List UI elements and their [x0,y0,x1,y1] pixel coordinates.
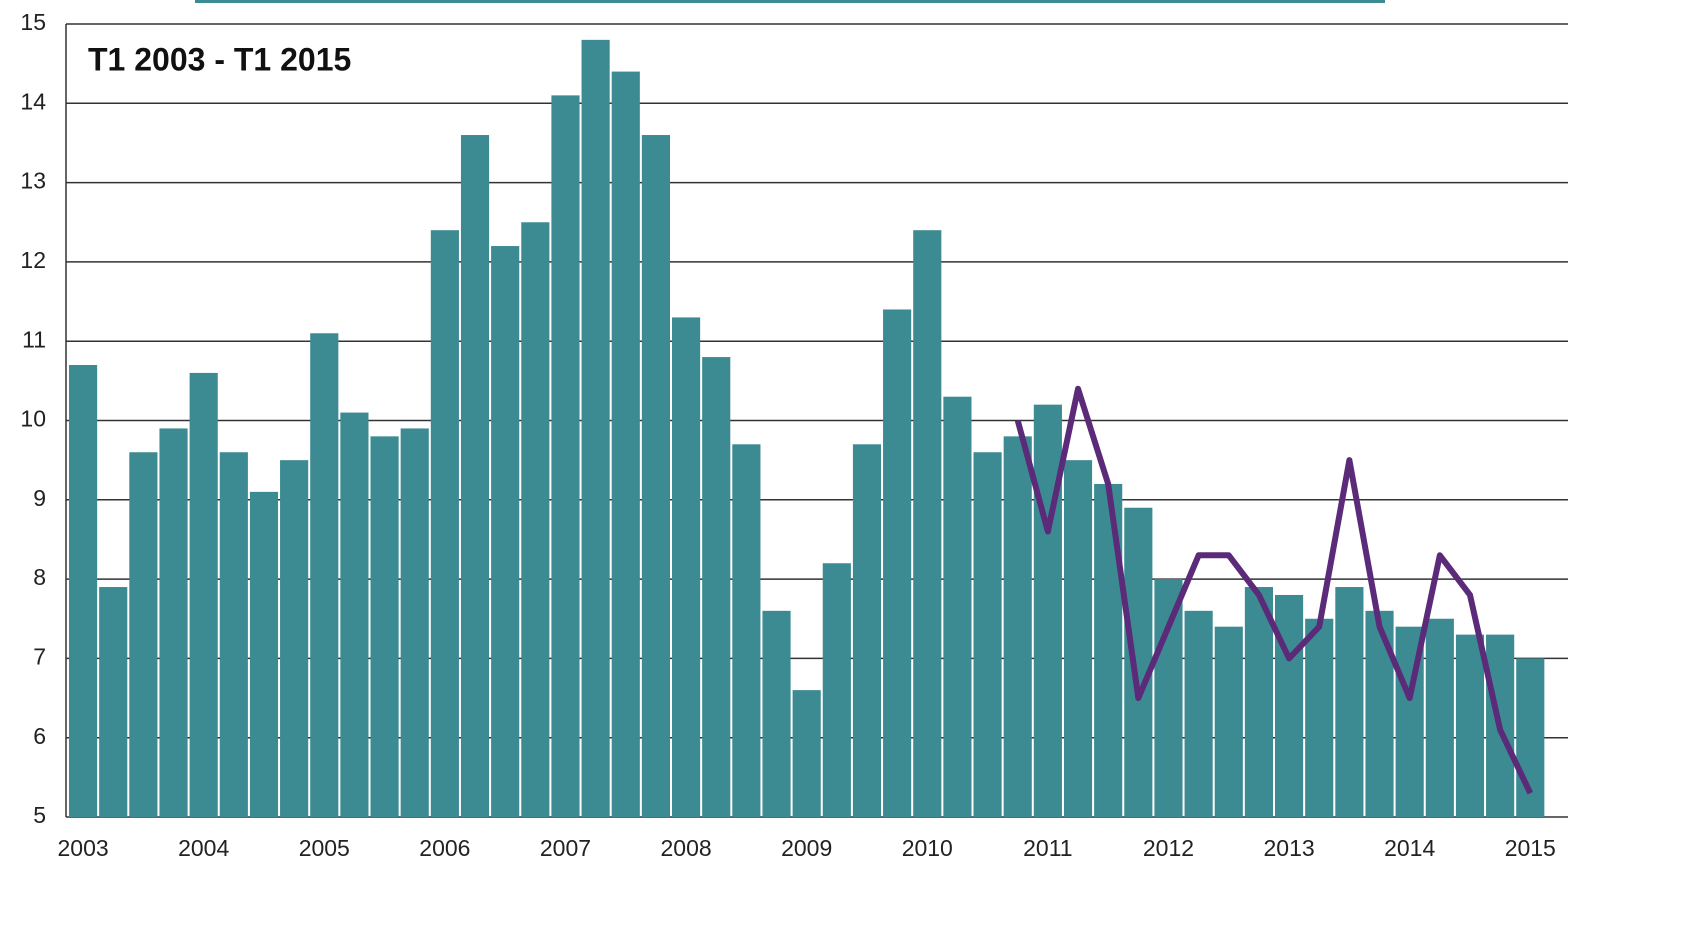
bar [1335,587,1364,817]
bar [1455,634,1485,817]
bar [1154,579,1183,817]
x-tick-label: 2015 [1505,835,1556,861]
x-tick-label: 2011 [1023,835,1072,861]
bar [792,690,821,817]
bar [521,222,550,817]
bar [280,460,309,817]
bar [370,436,399,817]
bar [1275,594,1304,817]
y-tick-label: 15 [20,9,46,35]
bar [340,412,369,817]
bar [973,452,1002,817]
y-tick-label: 5 [33,802,46,828]
bar [189,372,218,817]
bar [1425,618,1454,817]
bar [219,452,248,817]
bar [1003,436,1032,817]
y-tick-label: 9 [33,485,46,511]
y-tick-label: 8 [33,564,46,590]
y-tick-label: 11 [22,326,46,352]
bar [400,428,429,817]
x-tick-label: 2009 [781,835,832,861]
x-tick-label: 2006 [419,835,470,861]
bar [762,610,791,817]
x-tick-label: 2003 [57,835,108,861]
bar [159,428,188,817]
bar [99,587,128,817]
bar [611,71,640,817]
bar [883,309,912,817]
bar [1063,460,1093,817]
x-tick-label: 2012 [1143,835,1194,861]
y-tick-label: 14 [20,88,46,114]
bar [1365,610,1394,817]
bar [852,444,882,817]
x-tick-label: 2010 [902,835,953,861]
x-tick-label: 2004 [178,835,229,861]
bar [430,230,459,817]
bar [943,396,972,817]
bar [581,39,610,818]
bar [702,357,731,817]
y-tick-label: 6 [33,723,46,749]
bar [551,95,580,818]
bar [1214,626,1243,817]
x-tick-label: 2014 [1384,835,1435,861]
x-tick-label: 2013 [1263,835,1314,861]
bar [310,333,339,817]
bar [460,135,490,817]
bar [1184,610,1213,817]
bar [641,135,670,817]
lines [1014,385,1533,795]
bar [822,563,851,817]
y-tick-label: 12 [20,247,46,273]
chart-title: T1 2003 - T1 2015 [88,41,351,77]
x-tick-label: 2007 [540,835,591,861]
bar [1124,507,1153,817]
bar [672,317,701,817]
bar [249,491,279,817]
line [1014,385,1533,795]
bar [1033,404,1062,817]
y-tick-label: 7 [33,643,46,669]
bar [732,444,761,817]
x-tick-label: 2008 [660,835,711,861]
labels: 5 6 7 8 9 10 11 12 13 14 15 2003 2004 2005 2006 2007 200… [20,9,1555,861]
bar [1305,618,1334,817]
bar [913,230,942,817]
x-tick-label: 2005 [299,835,350,861]
y-tick-label: 10 [20,406,46,432]
bar [491,246,520,818]
bars [69,39,1545,818]
bar [129,452,158,817]
bar [1244,587,1273,817]
bar [69,364,98,817]
y-tick-label: 13 [20,168,46,194]
